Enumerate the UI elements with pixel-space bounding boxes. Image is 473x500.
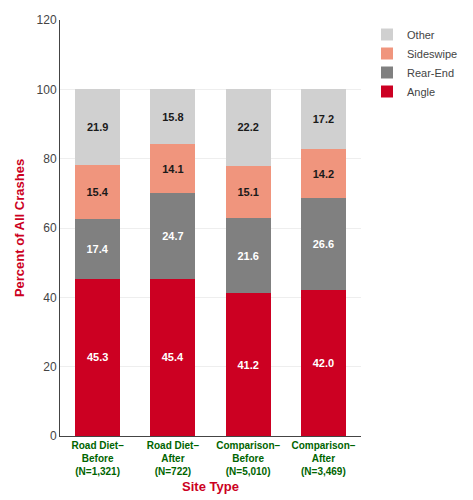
svg-text:Road Diet–Before(N=1,321): Road Diet–Before(N=1,321) [72,440,125,477]
svg-text:Comparison–Before(N=5,010): Comparison–Before(N=5,010) [216,440,280,477]
svg-text:60: 60 [43,221,57,235]
svg-text:Site Type: Site Type [182,479,239,494]
svg-text:21.9: 21.9 [87,121,108,133]
svg-text:22.2: 22.2 [237,121,258,133]
svg-text:45.4: 45.4 [162,351,184,363]
svg-text:Angle: Angle [407,86,435,98]
svg-text:0: 0 [50,429,57,443]
svg-text:17.4: 17.4 [86,243,108,255]
svg-text:45.3: 45.3 [87,351,108,363]
svg-text:41.2: 41.2 [237,359,258,371]
svg-text:14.2: 14.2 [313,168,334,180]
svg-text:120: 120 [37,13,57,27]
svg-text:40: 40 [43,291,57,305]
svg-text:26.6: 26.6 [313,238,334,250]
svg-text:Road Diet–After(N=722): Road Diet–After(N=722) [147,440,200,477]
svg-text:Comparison–After(N=3,469): Comparison–After(N=3,469) [291,440,355,477]
svg-text:100: 100 [37,83,57,97]
svg-text:Sideswipe: Sideswipe [407,48,457,60]
svg-text:Rear-End: Rear-End [407,67,454,79]
svg-text:Other: Other [407,29,435,41]
svg-text:15.4: 15.4 [86,186,108,198]
svg-text:17.2: 17.2 [313,113,334,125]
svg-text:14.1: 14.1 [162,163,183,175]
svg-text:42.0: 42.0 [313,357,334,369]
svg-text:15.1: 15.1 [237,186,258,198]
svg-text:24.7: 24.7 [162,230,183,242]
svg-text:20: 20 [43,360,57,374]
svg-text:15.8: 15.8 [162,111,183,123]
svg-text:80: 80 [43,152,57,166]
svg-text:21.6: 21.6 [237,250,258,262]
svg-text:Percent of All Crashes: Percent of All Crashes [12,159,27,297]
